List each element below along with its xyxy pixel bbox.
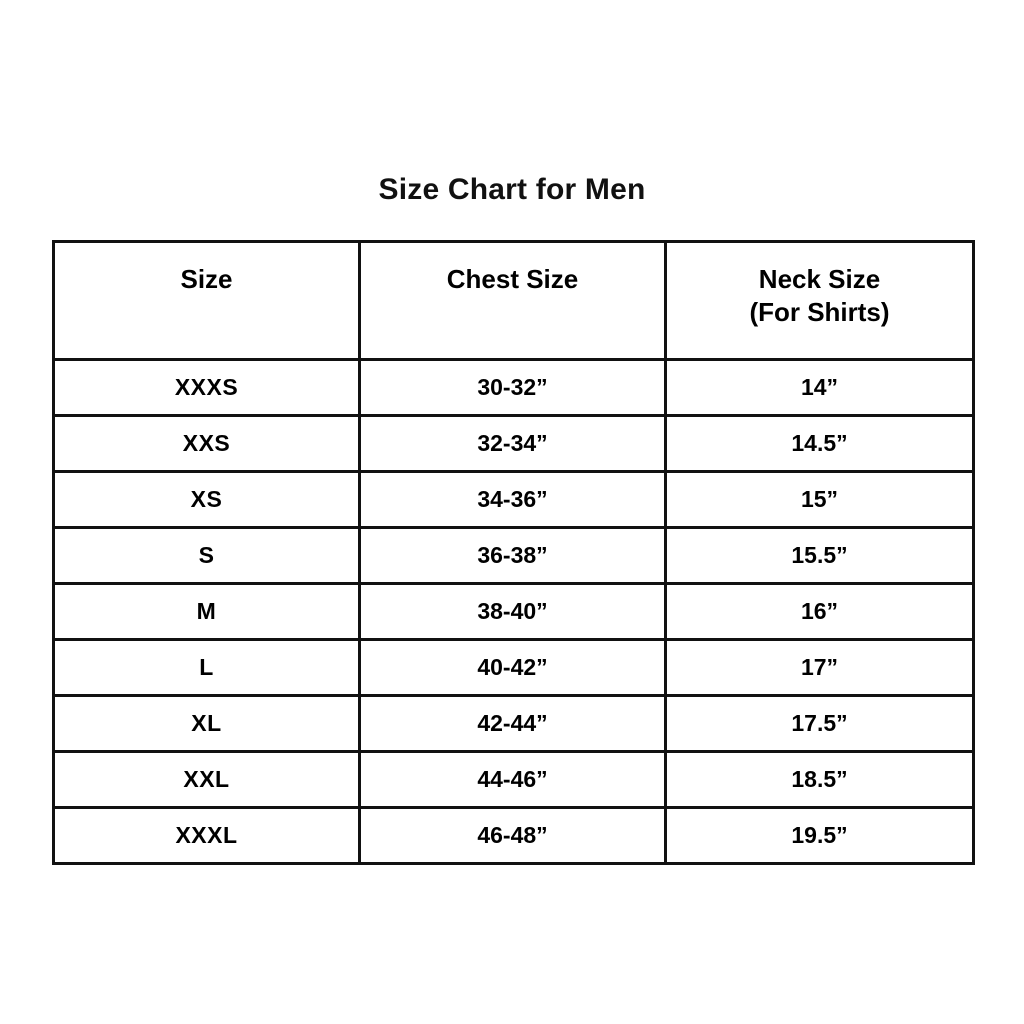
cell-chest-size: 46-48” [358,806,667,865]
table-row: XS 34-36” 15” [52,470,975,529]
cell-neck-size: 14” [664,358,975,417]
size-chart-container: Size Chest Size Neck Size (For Shirts) X… [52,240,975,865]
table-row: XL 42-44” 17.5” [52,694,975,753]
cell-size: XXS [52,414,361,473]
cell-size: L [52,638,361,697]
cell-chest-size: 34-36” [358,470,667,529]
cell-size: XXXS [52,358,361,417]
cell-neck-size: 15” [664,470,975,529]
column-header-neck-size-line-2: (For Shirts) [749,297,890,327]
table-row: XXXS 30-32” 14” [52,358,975,417]
cell-chest-size: 40-42” [358,638,667,697]
cell-chest-size: 44-46” [358,750,667,809]
cell-neck-size: 19.5” [664,806,975,865]
table-row: XXS 32-34” 14.5” [52,414,975,473]
column-header-size: Size [52,240,361,361]
cell-chest-size: 36-38” [358,526,667,585]
cell-chest-size: 30-32” [358,358,667,417]
table-header: Size Chest Size Neck Size (For Shirts) [52,240,975,361]
column-header-chest-size: Chest Size [358,240,667,361]
size-chart-table: Size Chest Size Neck Size (For Shirts) X… [52,240,975,865]
column-header-neck-size-line-1: Neck Size [758,264,881,294]
cell-neck-size: 17” [664,638,975,697]
cell-size: S [52,526,361,585]
column-header-chest-size-line-1: Chest Size [446,264,579,294]
cell-chest-size: 32-34” [358,414,667,473]
cell-neck-size: 14.5” [664,414,975,473]
cell-chest-size: 38-40” [358,582,667,641]
column-header-size-line-1: Size [180,264,233,294]
table-row: M 38-40” 16” [52,582,975,641]
cell-size: XL [52,694,361,753]
cell-neck-size: 18.5” [664,750,975,809]
cell-neck-size: 17.5” [664,694,975,753]
page-title: Size Chart for Men [378,173,646,206]
table-body: XXXS 30-32” 14” XXS 32-34” 14.5” XS 34-3… [52,358,975,865]
table-header-row: Size Chest Size Neck Size (For Shirts) [52,240,975,361]
cell-size: XXL [52,750,361,809]
cell-neck-size: 15.5” [664,526,975,585]
cell-neck-size: 16” [664,582,975,641]
cell-size: M [52,582,361,641]
cell-size: XS [52,470,361,529]
table-row: XXL 44-46” 18.5” [52,750,975,809]
table-row: XXXL 46-48” 19.5” [52,806,975,865]
cell-size: XXXL [52,806,361,865]
table-row: S 36-38” 15.5” [52,526,975,585]
cell-chest-size: 42-44” [358,694,667,753]
table-row: L 40-42” 17” [52,638,975,697]
column-header-neck-size: Neck Size (For Shirts) [664,240,975,361]
